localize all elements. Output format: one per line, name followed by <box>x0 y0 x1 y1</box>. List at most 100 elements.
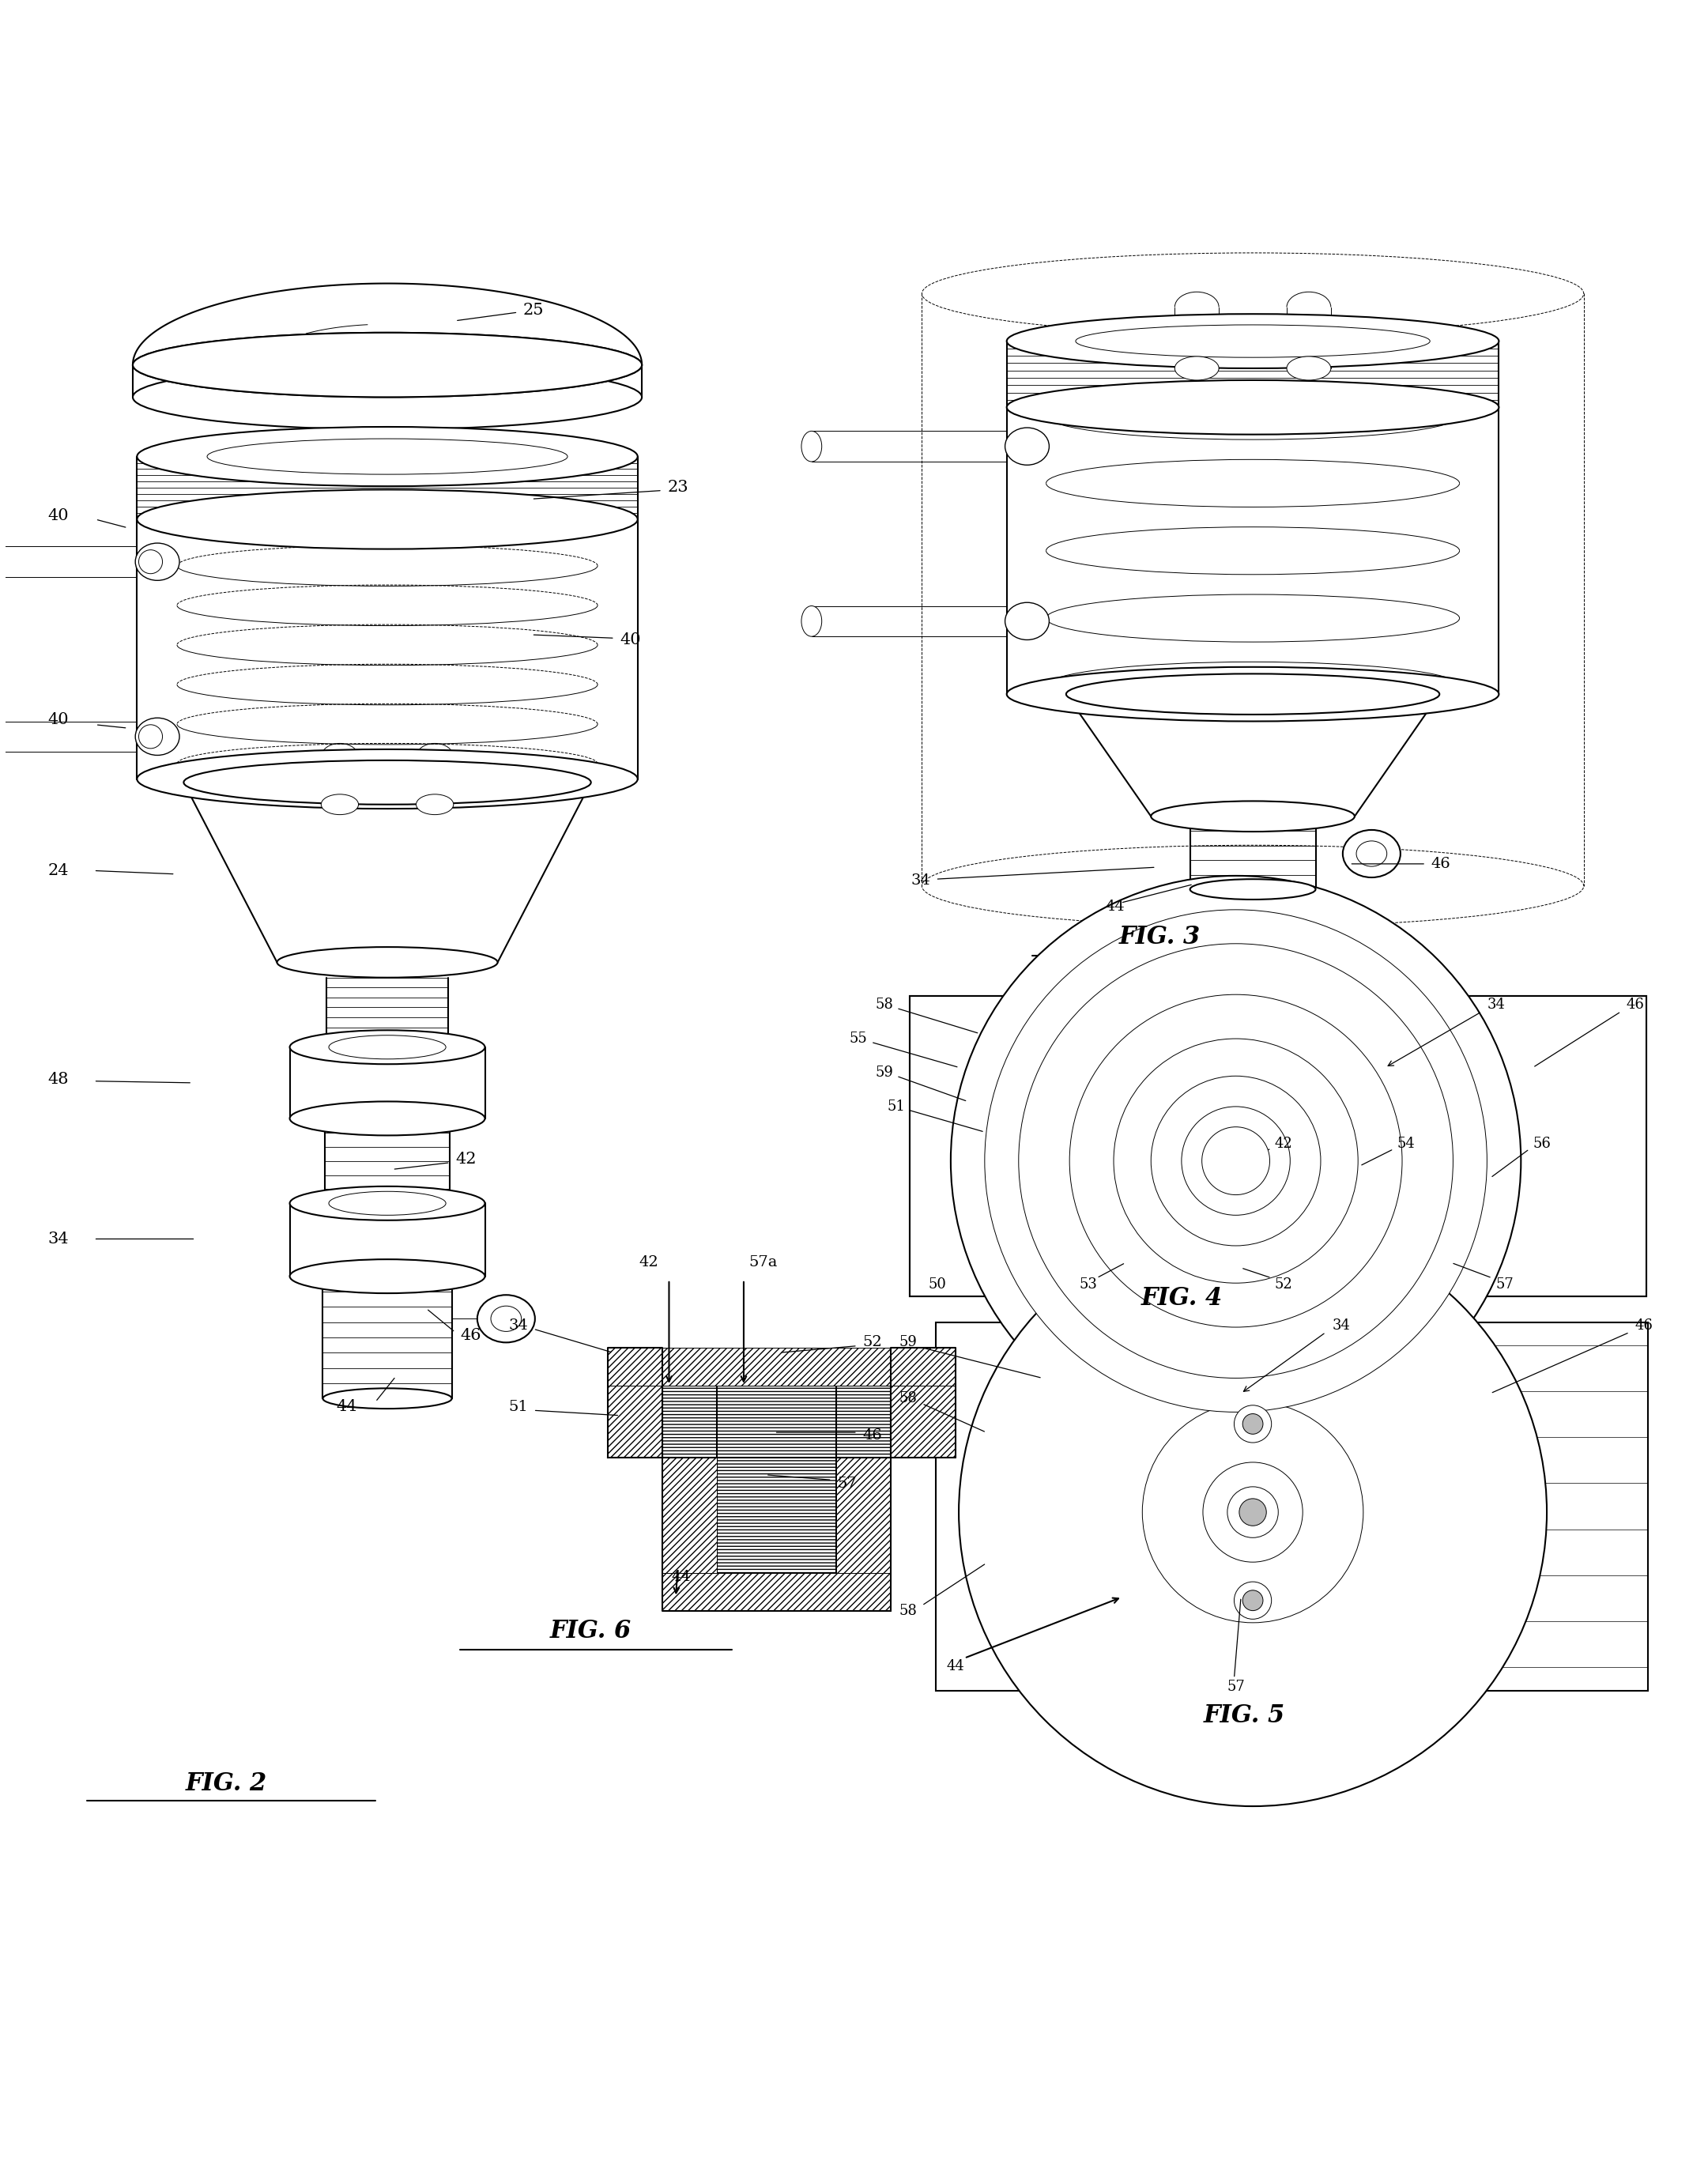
Text: 57: 57 <box>837 1477 857 1490</box>
Ellipse shape <box>133 332 642 397</box>
Text: FIG. 4: FIG. 4 <box>1141 1286 1223 1310</box>
Ellipse shape <box>1182 1106 1290 1215</box>
Polygon shape <box>663 1386 890 1458</box>
Ellipse shape <box>1143 1401 1363 1622</box>
Text: 52: 52 <box>863 1336 881 1349</box>
Ellipse shape <box>1175 356 1220 380</box>
Text: 53: 53 <box>1079 1278 1097 1293</box>
Text: 34: 34 <box>1332 1319 1351 1332</box>
Text: 51: 51 <box>886 1100 905 1113</box>
Ellipse shape <box>1286 356 1331 380</box>
Polygon shape <box>133 284 642 364</box>
Ellipse shape <box>1006 380 1500 434</box>
Ellipse shape <box>1235 1406 1271 1442</box>
Text: 40: 40 <box>48 508 68 523</box>
Polygon shape <box>837 1458 890 1612</box>
Ellipse shape <box>290 1186 485 1221</box>
Text: 40: 40 <box>620 633 640 646</box>
Ellipse shape <box>477 1295 535 1343</box>
Text: 24: 24 <box>48 863 68 878</box>
Polygon shape <box>608 1347 956 1386</box>
Ellipse shape <box>1160 1084 1312 1236</box>
Ellipse shape <box>135 542 179 581</box>
Text: 58: 58 <box>898 1603 917 1618</box>
Ellipse shape <box>137 427 637 486</box>
Text: 51: 51 <box>509 1399 528 1414</box>
Text: 48: 48 <box>48 1071 68 1087</box>
Text: 46: 46 <box>459 1327 482 1343</box>
Text: 42: 42 <box>639 1256 659 1269</box>
Text: 55: 55 <box>849 1032 868 1045</box>
Ellipse shape <box>951 876 1520 1447</box>
Ellipse shape <box>137 748 637 809</box>
Text: 54: 54 <box>1397 1137 1414 1152</box>
Ellipse shape <box>1066 675 1440 714</box>
Ellipse shape <box>1220 1143 1252 1178</box>
Text: FIG. 3: FIG. 3 <box>1119 924 1201 950</box>
Text: FIG. 6: FIG. 6 <box>550 1618 632 1644</box>
Bar <box>910 996 1647 1297</box>
Text: 57: 57 <box>1228 1679 1245 1694</box>
Text: 59: 59 <box>898 1336 917 1349</box>
Ellipse shape <box>417 794 454 816</box>
Text: 34: 34 <box>48 1232 68 1247</box>
Text: 44: 44 <box>946 1659 965 1674</box>
Ellipse shape <box>490 1306 521 1332</box>
Bar <box>936 1323 1648 1690</box>
Ellipse shape <box>1069 996 1402 1327</box>
Polygon shape <box>890 1347 956 1458</box>
Ellipse shape <box>1342 831 1401 878</box>
Ellipse shape <box>1151 800 1354 831</box>
Ellipse shape <box>1074 1334 1431 1690</box>
Ellipse shape <box>184 761 591 805</box>
Text: FIG. 5: FIG. 5 <box>1204 1703 1284 1729</box>
Ellipse shape <box>1196 1119 1276 1202</box>
Ellipse shape <box>1006 315 1500 369</box>
Text: 34: 34 <box>1488 998 1505 1013</box>
Polygon shape <box>663 1573 890 1612</box>
Text: 42: 42 <box>1274 1137 1293 1152</box>
Ellipse shape <box>1004 427 1049 464</box>
Ellipse shape <box>1006 668 1500 722</box>
Text: 59: 59 <box>874 1065 893 1080</box>
Text: 58: 58 <box>898 1390 917 1406</box>
Ellipse shape <box>801 432 822 462</box>
Ellipse shape <box>1114 1039 1358 1284</box>
Ellipse shape <box>133 364 642 429</box>
Ellipse shape <box>1243 1414 1262 1434</box>
Ellipse shape <box>1240 1499 1266 1525</box>
Text: 42: 42 <box>456 1152 477 1167</box>
Ellipse shape <box>1356 842 1387 865</box>
Ellipse shape <box>801 605 822 636</box>
Text: 46: 46 <box>1635 1319 1653 1332</box>
Ellipse shape <box>1230 1154 1243 1167</box>
Polygon shape <box>663 1458 717 1612</box>
Ellipse shape <box>1151 1076 1320 1245</box>
Ellipse shape <box>1018 944 1454 1377</box>
Polygon shape <box>717 1458 837 1573</box>
Text: 34: 34 <box>509 1319 528 1332</box>
Text: 44: 44 <box>671 1570 690 1583</box>
Ellipse shape <box>138 551 162 573</box>
Ellipse shape <box>958 1219 1547 1807</box>
Ellipse shape <box>1202 1128 1269 1195</box>
Ellipse shape <box>290 1030 485 1065</box>
Text: 25: 25 <box>523 304 545 319</box>
Text: 52: 52 <box>1274 1278 1293 1293</box>
Ellipse shape <box>290 1260 485 1293</box>
Ellipse shape <box>137 490 637 549</box>
Ellipse shape <box>1235 1581 1271 1618</box>
Text: 46: 46 <box>1626 998 1645 1013</box>
Ellipse shape <box>321 794 359 816</box>
Ellipse shape <box>135 718 179 755</box>
Ellipse shape <box>323 1388 453 1408</box>
Text: 57a: 57a <box>748 1256 777 1269</box>
Ellipse shape <box>277 948 497 978</box>
Ellipse shape <box>1243 1590 1262 1612</box>
Text: 34: 34 <box>910 874 931 887</box>
Ellipse shape <box>1228 1486 1278 1538</box>
Ellipse shape <box>1190 878 1315 900</box>
Text: 46: 46 <box>863 1429 881 1442</box>
Text: 50: 50 <box>927 1278 946 1293</box>
Polygon shape <box>608 1347 663 1458</box>
